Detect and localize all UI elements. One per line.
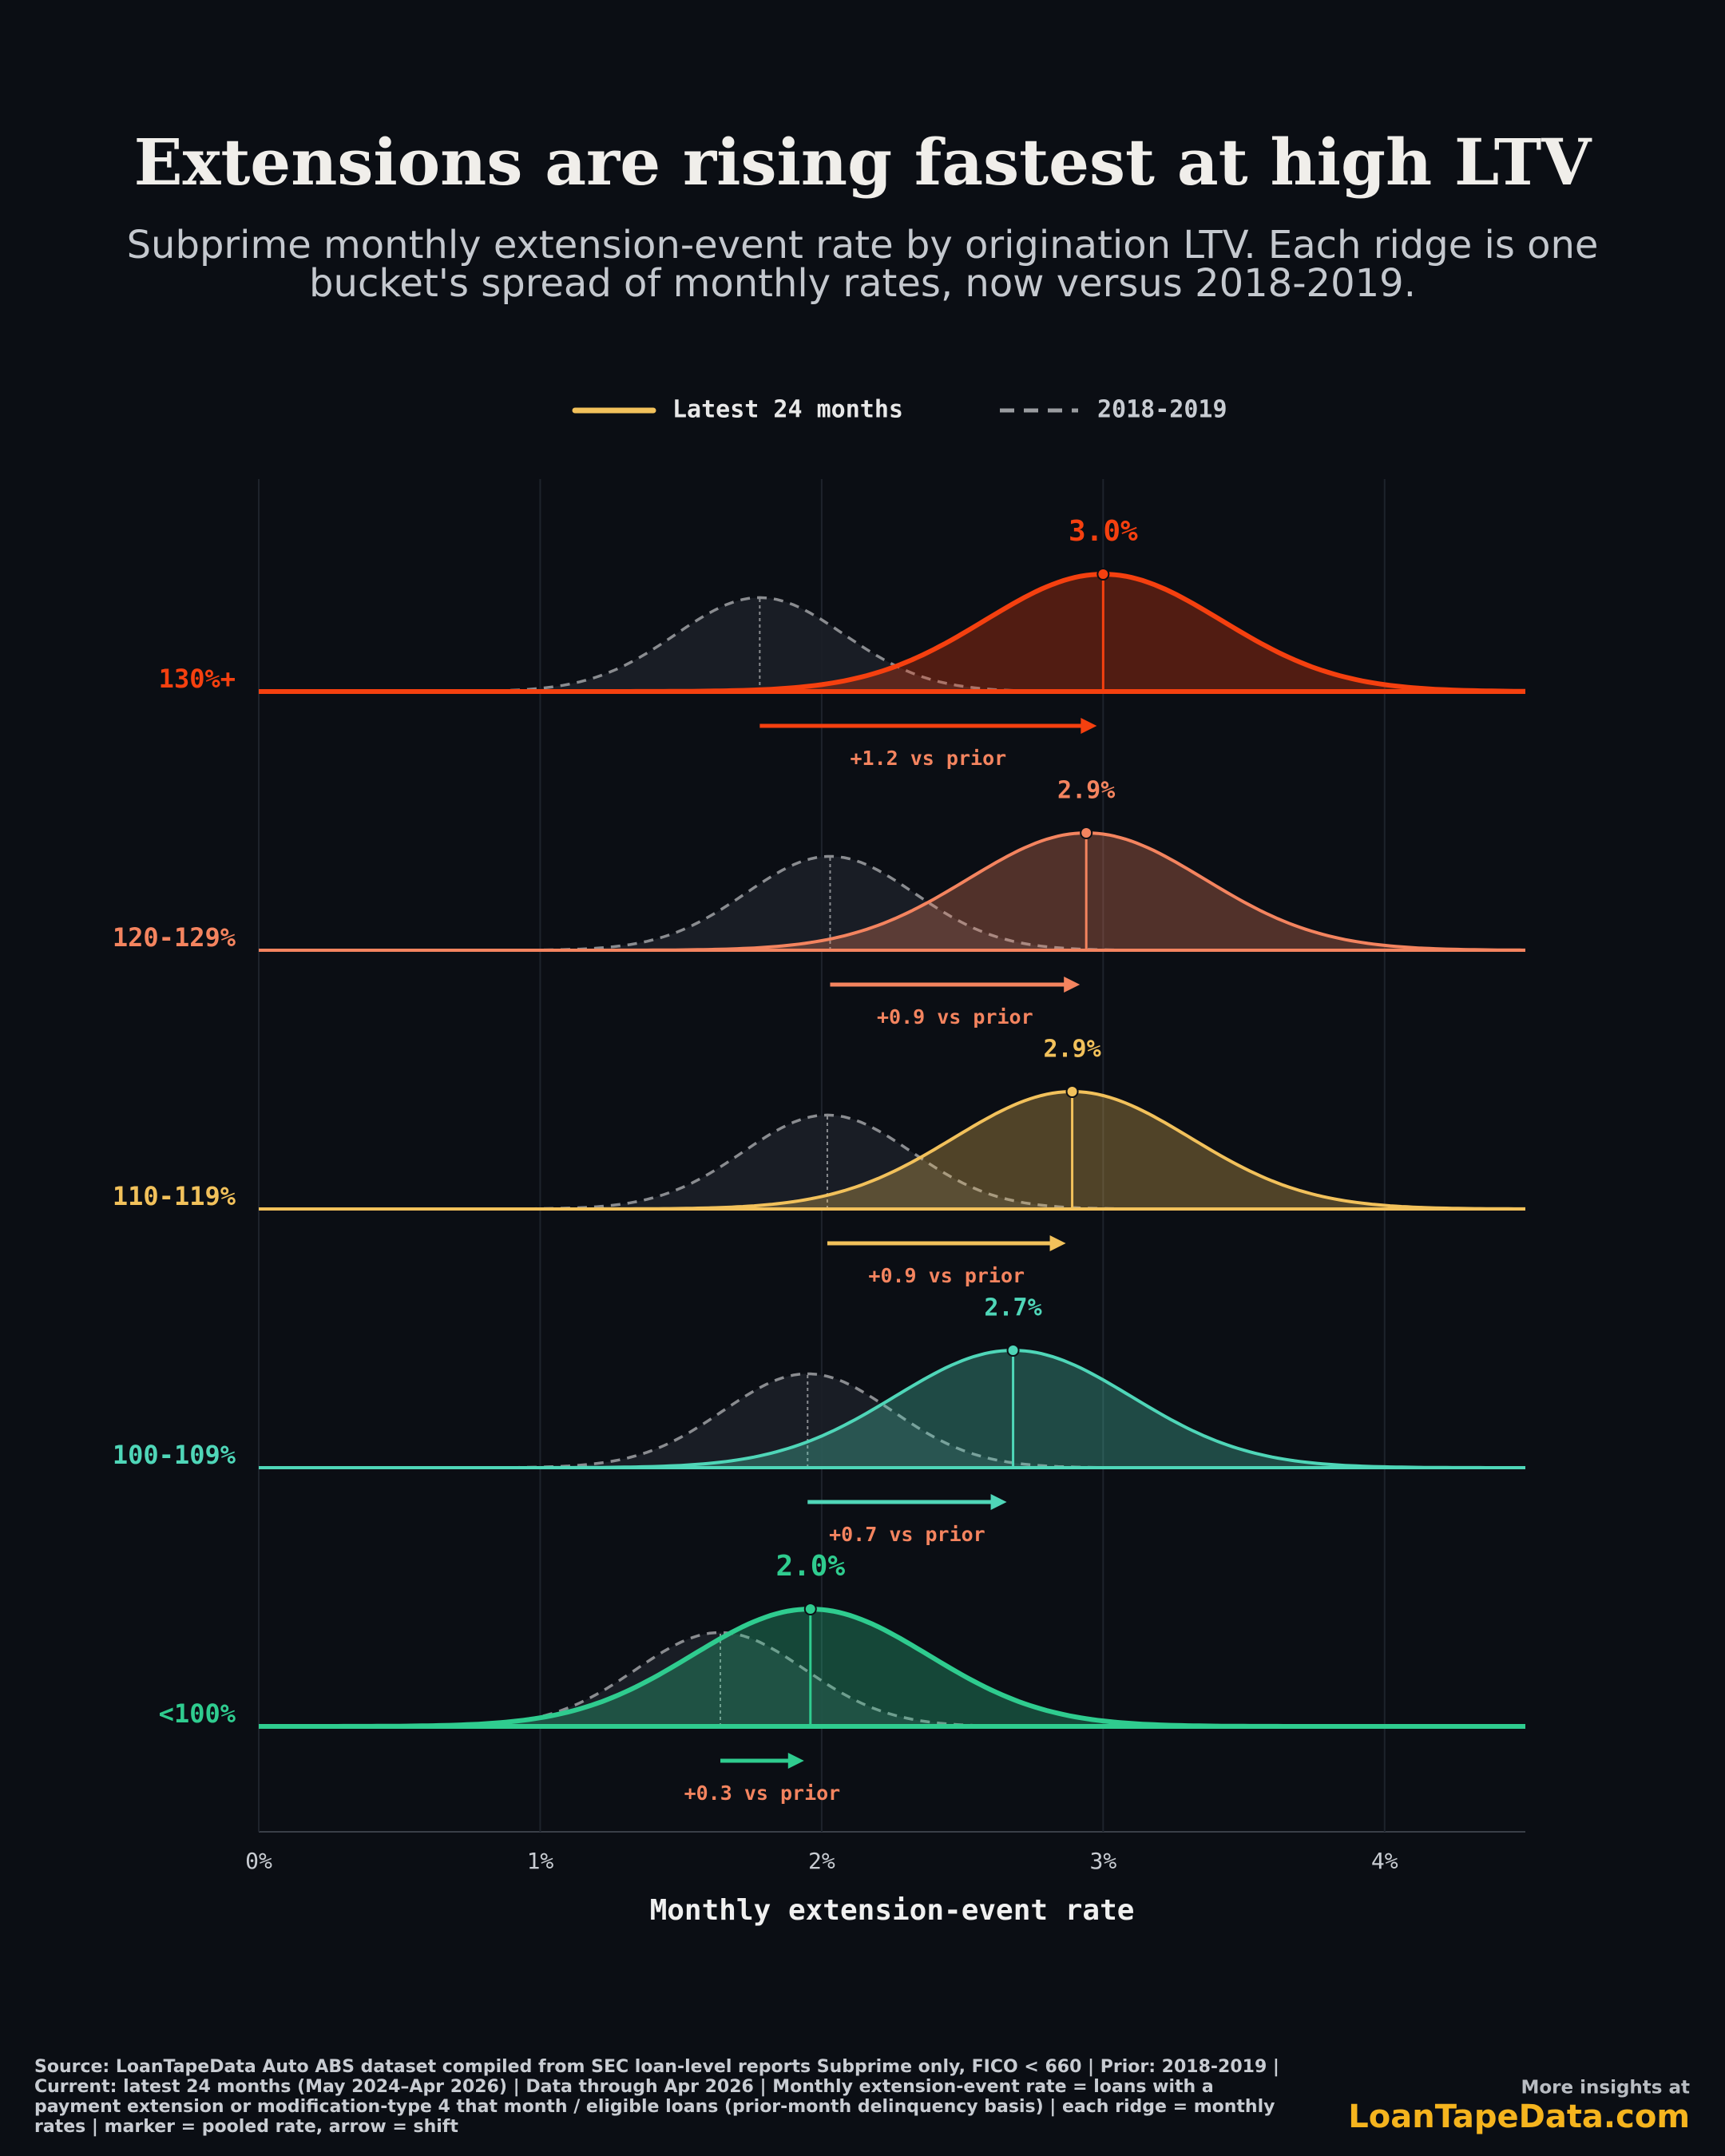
shift-arrowhead: [787, 1753, 804, 1769]
ridge-label: 120-129%: [113, 922, 236, 953]
value-label: 2.9%: [1057, 777, 1115, 805]
ridge-label: 100-109%: [113, 1440, 236, 1470]
value-marker: [1065, 1085, 1079, 1098]
value-marker: [1006, 1344, 1020, 1357]
prior-area: [259, 1373, 1525, 1468]
latest-area: [259, 833, 1525, 950]
latest-area: [259, 1609, 1525, 1726]
value-label: 2.0%: [775, 1550, 845, 1583]
x-tick-label: 3%: [1089, 1848, 1116, 1874]
subtitle: Subprime monthly extension-event rate by…: [127, 223, 1599, 268]
value-label: 2.7%: [984, 1294, 1041, 1322]
x-tick-label: 1%: [527, 1848, 554, 1874]
latest-area: [259, 1092, 1525, 1209]
latest-area: [259, 1350, 1525, 1468]
ridge-label: <100%: [159, 1698, 236, 1729]
shift-label: +0.3 vs prior: [684, 1781, 841, 1805]
x-tick-label: 4%: [1371, 1848, 1398, 1874]
footer: Source: LoanTapeData Auto ABS dataset co…: [34, 2057, 1279, 2137]
value-marker: [803, 1603, 817, 1615]
brand[interactable]: LoanTapeData.com: [1348, 2099, 1690, 2135]
shift-label: +1.2 vs prior: [851, 747, 1007, 770]
value-label: 2.9%: [1043, 1036, 1100, 1064]
shift-arrowhead: [1081, 718, 1097, 734]
ridge-label: 110-119%: [113, 1181, 236, 1211]
value-marker: [1080, 826, 1093, 839]
ridge-label: 130%+: [159, 664, 236, 694]
prior-area: [259, 856, 1525, 950]
prior-area: [259, 597, 1525, 692]
shift-label: +0.7 vs prior: [829, 1523, 985, 1546]
shift-arrowhead: [990, 1494, 1007, 1510]
legend-label: 2018-2019: [1097, 396, 1227, 424]
promo: More insights at: [1521, 2078, 1690, 2099]
x-tick-label: 2%: [808, 1848, 835, 1874]
prior-area: [259, 1115, 1525, 1209]
shift-label: +0.9 vs prior: [877, 1005, 1033, 1028]
x-tick-label: 0%: [245, 1848, 272, 1874]
shift-label: +0.9 vs prior: [868, 1264, 1025, 1287]
legend-label: Latest 24 months: [672, 396, 903, 424]
latest-area: [259, 574, 1525, 692]
x-axis-label: Monthly extension-event rate: [650, 1894, 1135, 1927]
value-label: 3.0%: [1069, 515, 1138, 548]
chart-title: Extensions are rising fastest at high LT…: [134, 125, 1593, 200]
shift-arrowhead: [1064, 977, 1081, 993]
value-marker: [1096, 568, 1110, 581]
subtitle: bucket's spread of monthly rates, now ve…: [309, 261, 1416, 306]
shift-arrowhead: [1049, 1235, 1066, 1251]
